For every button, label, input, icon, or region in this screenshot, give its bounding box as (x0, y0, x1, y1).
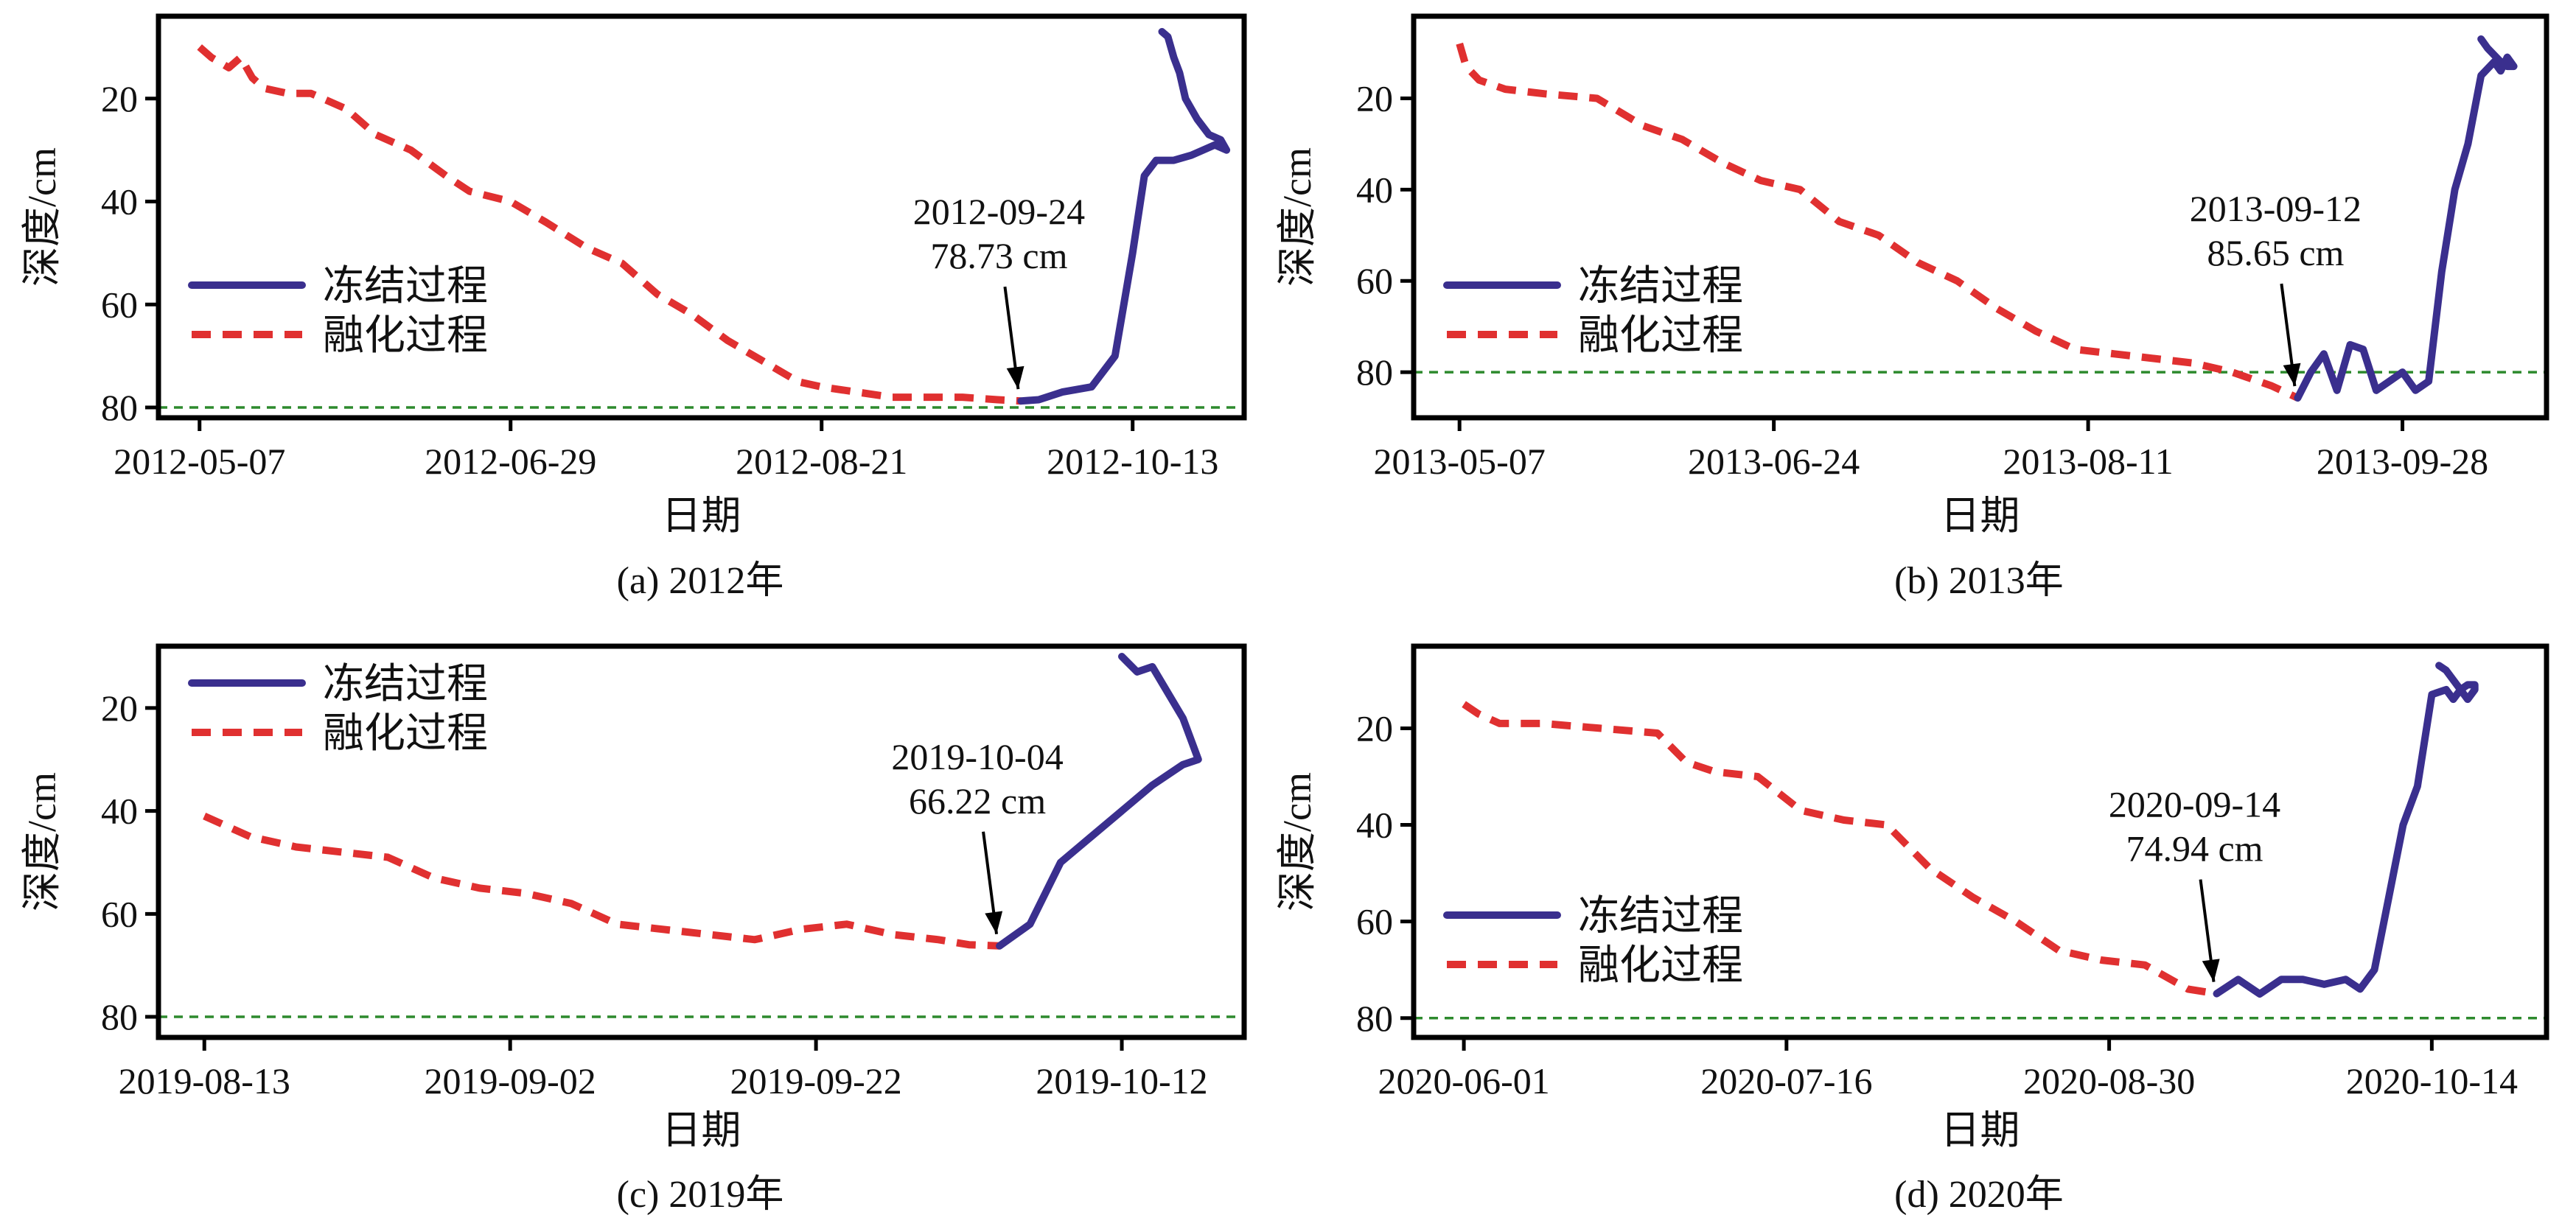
panel-d: 20 40 60 80 2020-06-01 2020-07-16 2020-08-30 20… (1275, 643, 2549, 1216)
annotation-date: 2013-09-12 (2190, 188, 2362, 229)
x-axis-label: 日期 (1941, 1108, 2020, 1152)
axes-frame (156, 643, 1247, 1040)
x-tick-label: 2020-06-01 (1378, 1060, 1549, 1102)
legend-thaw-label: 融化过程 (323, 711, 488, 757)
x-tick-label: 2013-05-07 (1374, 441, 1546, 482)
panel-c: 20 40 60 80 2019-08-13 2019-09-02 2019-09-22 20… (20, 643, 1247, 1216)
x-tick-label: 2012-05-07 (114, 441, 285, 482)
annotation-date: 2012-09-24 (913, 191, 1085, 232)
annotation-value: 66.22 cm (909, 780, 1046, 822)
y-tick-label: 40 (1356, 805, 1393, 846)
y-tick-label: 60 (101, 284, 138, 325)
x-tick-label: 2020-07-16 (1700, 1060, 1872, 1102)
annotation-arrowhead (2283, 363, 2301, 387)
y-axis-label: 深度/cm (1275, 147, 1319, 287)
x-tick-label: 2019-09-02 (425, 1060, 596, 1102)
y-tick-label: 60 (1356, 260, 1393, 301)
y-tick-label: 40 (101, 181, 138, 223)
annotation-value: 78.73 cm (930, 235, 1067, 276)
x-tick-label: 2020-10-14 (2346, 1060, 2518, 1102)
legend-thaw-label: 融化过程 (323, 313, 488, 359)
x-tick-label: 2019-09-22 (730, 1060, 901, 1102)
y-tick-label: 60 (1356, 901, 1393, 942)
x-axis-label: 日期 (662, 1108, 741, 1152)
y-axis-label: 深度/cm (20, 147, 64, 287)
x-tick-label: 2019-08-13 (119, 1060, 290, 1102)
y-axis-label: 深度/cm (1275, 772, 1319, 911)
x-axis-label: 日期 (662, 494, 741, 538)
x-axis-label: 日期 (1941, 494, 2020, 538)
thaw-series-line (197, 44, 1022, 405)
panel-caption: (d) 2020年 (1894, 1174, 2064, 1216)
x-tick-label: 2013-08-11 (2003, 441, 2173, 482)
annotation-value: 85.65 cm (2207, 232, 2344, 273)
panel-b: 20 40 60 80 2013-05-07 2013-06-24 2013-08-11 20… (1275, 13, 2549, 602)
thaw-series-line (1456, 42, 2300, 402)
y-tick-label: 20 (101, 78, 138, 119)
panel-caption: (b) 2013年 (1894, 560, 2064, 602)
x-tick-label: 2020-08-30 (2023, 1060, 2195, 1102)
legend-thaw-label: 融化过程 (1578, 313, 1743, 359)
x-tick-label: 2012-08-21 (736, 441, 907, 482)
x-tick-label: 2013-06-24 (1688, 441, 1860, 482)
y-tick-label: 80 (1356, 998, 1393, 1039)
x-tick-label: 2012-10-13 (1047, 441, 1218, 482)
y-tick-label: 40 (1356, 169, 1393, 210)
y-tick-label: 60 (101, 893, 138, 934)
y-tick-label: 80 (101, 387, 138, 428)
panel-caption: (a) 2012年 (617, 560, 784, 602)
freeze-series-line (996, 653, 1202, 950)
panel-caption: (c) 2019年 (617, 1174, 784, 1216)
axes-frame (156, 13, 1247, 421)
freeze-series-line (2213, 662, 2479, 998)
annotation-arrowhead (2202, 959, 2220, 982)
y-tick-label: 80 (1356, 351, 1393, 393)
x-tick-label: 2013-09-28 (2317, 441, 2488, 482)
legend-freeze-label: 冻结过程 (1578, 894, 1743, 939)
y-tick-label: 40 (101, 791, 138, 832)
legend-freeze-label: 冻结过程 (323, 662, 488, 707)
y-axis-label: 深度/cm (20, 772, 64, 911)
y-tick-label: 20 (1356, 707, 1393, 749)
axes-frame (1411, 643, 2549, 1040)
legend-thaw-label: 融化过程 (1578, 943, 1743, 989)
axes-frame (1411, 13, 2549, 421)
annotation-value: 74.94 cm (2126, 828, 2263, 869)
freeze-series-line (2294, 35, 2518, 402)
thaw-series-line (1462, 701, 2218, 998)
annotation-arrowhead (1006, 365, 1025, 390)
thaw-series-line (203, 813, 1000, 950)
legend-freeze-label: 冻结过程 (1578, 264, 1743, 309)
y-tick-label: 80 (101, 996, 138, 1037)
legend-freeze-label: 冻结过程 (323, 264, 488, 309)
y-tick-label: 20 (1356, 77, 1393, 119)
annotation-date: 2019-10-04 (891, 736, 1063, 777)
panel-a: 20 40 60 80 2012-05-07 2012-06-29 2012-08-21 20… (20, 13, 1247, 602)
x-tick-label: 2012-06-29 (425, 441, 596, 482)
y-tick-label: 20 (101, 687, 138, 729)
x-tick-label: 2019-10-12 (1036, 1060, 1207, 1102)
freeze-series-line (1017, 28, 1231, 405)
annotation-date: 2020-09-14 (2109, 784, 2280, 825)
annotation-arrowhead (985, 911, 1003, 934)
